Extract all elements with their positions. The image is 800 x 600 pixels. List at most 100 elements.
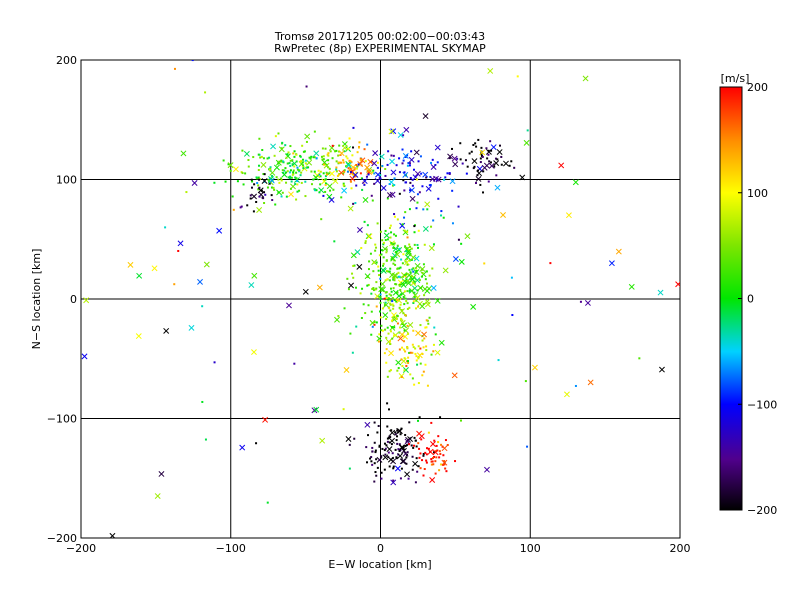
- data-point: [313, 170, 316, 173]
- data-point: [378, 445, 381, 448]
- data-point: [496, 158, 499, 161]
- data-point: [335, 149, 338, 152]
- data-point: [390, 290, 393, 293]
- data-point: [347, 167, 350, 170]
- data-point: [428, 274, 431, 277]
- data-point: [414, 271, 417, 274]
- data-point: [173, 283, 176, 286]
- data-point: [427, 447, 430, 450]
- data-point: [404, 445, 407, 448]
- data-point-x: [367, 158, 374, 165]
- data-point: [322, 158, 325, 161]
- data-point: [401, 365, 404, 368]
- data-point-x: [399, 308, 405, 315]
- data-point: [416, 363, 419, 366]
- data-point: [386, 278, 389, 281]
- data-point: [323, 163, 326, 166]
- data-point-x: [494, 184, 501, 191]
- data-point: [299, 155, 302, 158]
- y-axis-label: N−S location [km]: [30, 249, 43, 350]
- data-point-x: [402, 229, 409, 236]
- data-point: [222, 159, 225, 162]
- data-point: [346, 170, 349, 173]
- data-point: [477, 138, 480, 141]
- data-point-x: [197, 278, 203, 285]
- data-point: [444, 176, 447, 179]
- data-point-x: [430, 164, 437, 170]
- data-point: [385, 248, 388, 251]
- data-point: [335, 166, 338, 169]
- data-point: [414, 347, 417, 350]
- data-point: [381, 239, 384, 242]
- data-point: [487, 180, 490, 183]
- data-point: [489, 140, 492, 143]
- data-point-x: [343, 367, 350, 373]
- data-point: [391, 326, 394, 329]
- data-point: [393, 326, 396, 329]
- data-point: [375, 305, 378, 308]
- data-point: [432, 350, 435, 353]
- data-point: [319, 170, 322, 173]
- data-point: [380, 477, 383, 480]
- data-point: [370, 460, 373, 463]
- data-point: [380, 455, 383, 458]
- data-point: [290, 180, 293, 183]
- data-point: [342, 408, 345, 411]
- data-point: [300, 160, 303, 163]
- data-point: [275, 176, 278, 179]
- data-point-x: [503, 160, 509, 167]
- data-point: [424, 326, 427, 329]
- data-point: [365, 446, 368, 449]
- data-point: [403, 189, 406, 192]
- data-point: [270, 194, 273, 197]
- data-point: [378, 333, 381, 336]
- data-point: [271, 199, 274, 202]
- data-point: [266, 157, 269, 160]
- data-point: [204, 91, 207, 94]
- data-point: [405, 364, 408, 367]
- data-point-x: [675, 281, 680, 288]
- data-point: [315, 189, 318, 192]
- data-point: [352, 126, 355, 129]
- data-point: [425, 176, 428, 179]
- data-point: [379, 293, 382, 296]
- data-point: [415, 457, 418, 460]
- data-point: [360, 246, 363, 249]
- data-point: [406, 230, 409, 233]
- data-point: [422, 474, 425, 477]
- data-point: [389, 309, 392, 312]
- data-point: [474, 142, 477, 145]
- data-point: [302, 150, 305, 153]
- data-point-x: [321, 159, 328, 166]
- data-point: [384, 447, 387, 450]
- data-point: [431, 158, 434, 161]
- data-point: [388, 441, 391, 444]
- data-point: [526, 445, 529, 448]
- data-point: [549, 262, 552, 265]
- data-point: [383, 297, 386, 300]
- data-point: [257, 153, 260, 156]
- data-point-x: [361, 178, 368, 185]
- data-point: [368, 260, 371, 263]
- data-point: [352, 264, 355, 267]
- data-point: [482, 170, 485, 173]
- data-point: [342, 172, 345, 175]
- data-point-x: [390, 128, 397, 135]
- data-point: [393, 334, 396, 337]
- data-point: [409, 373, 412, 376]
- data-point: [380, 471, 383, 474]
- data-point: [408, 243, 411, 246]
- data-point: [389, 236, 392, 239]
- data-point: [439, 452, 442, 455]
- data-point-x: [349, 175, 356, 182]
- data-point: [495, 174, 498, 177]
- data-point: [313, 156, 316, 159]
- data-point: [343, 169, 346, 172]
- data-point-x: [382, 312, 389, 319]
- data-point-x: [388, 350, 395, 357]
- data-point: [410, 150, 413, 153]
- data-point-x: [382, 454, 389, 461]
- data-point: [398, 306, 401, 309]
- data-point: [395, 317, 398, 320]
- data-point: [488, 160, 491, 163]
